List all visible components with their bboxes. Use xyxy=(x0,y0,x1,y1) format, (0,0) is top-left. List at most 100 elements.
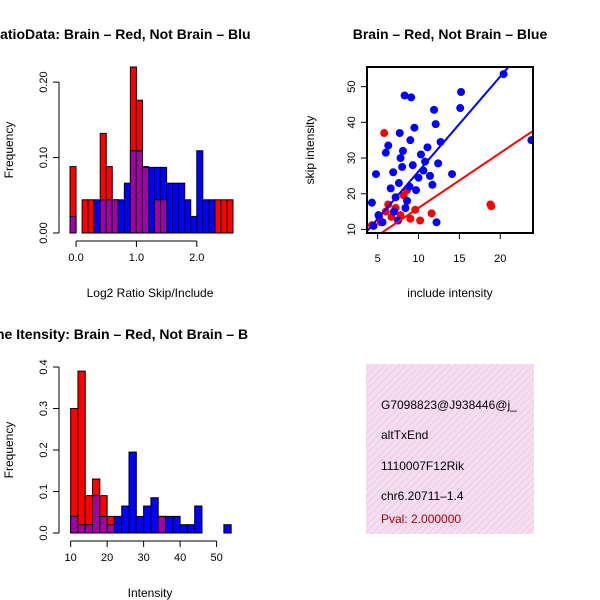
scatter-point-not-brain xyxy=(398,162,407,171)
scatter-point-brain xyxy=(427,209,436,218)
intensity-hist-y-tick-label: 0.3 xyxy=(38,401,50,416)
scatter-point-not-brain xyxy=(381,148,390,157)
ratio-hist-y-tick-label: 0.10 xyxy=(38,147,50,168)
scatter-point-not-brain xyxy=(367,198,376,207)
scatter-point-not-brain xyxy=(389,207,398,216)
scatter-point-not-brain xyxy=(410,123,419,132)
intensity-hist-bar xyxy=(128,451,137,534)
scatter-point-brain xyxy=(384,200,393,209)
ratio-hist-bar xyxy=(172,182,180,234)
intensity-histogram-title: ne Itensity: Brain – Red, Not Brain – B xyxy=(0,326,248,342)
scatter-frame xyxy=(366,66,534,234)
ratio-hist-bar xyxy=(117,199,125,234)
ratio-hist-overlap-bar xyxy=(69,215,77,234)
scatter-y-tick-label: 20 xyxy=(346,188,358,200)
scatter-point-brain xyxy=(380,129,389,138)
intensity-hist-overlap-bar xyxy=(106,524,115,534)
intensity-hist-y-tick-label: 0.4 xyxy=(38,359,50,374)
gene-name-text: 1110007F12Rik xyxy=(381,459,465,473)
scatter-point-not-brain xyxy=(386,184,395,193)
scatter-point-brain xyxy=(381,207,390,216)
intensity-hist-overlap-bar xyxy=(99,515,108,534)
scatter-point-not-brain xyxy=(398,146,407,155)
scatter-point-brain xyxy=(416,216,425,225)
ratio-hist-bar xyxy=(166,182,174,234)
scatter-x-tick-label: 15 xyxy=(453,253,465,265)
scatter-x-tick-label: 20 xyxy=(494,253,506,265)
scatter-point-not-brain xyxy=(374,211,383,220)
intensity-hist-overlap-bar xyxy=(77,524,86,534)
scatter-point-brain xyxy=(487,202,496,211)
intensity-hist-x-tick-label: 30 xyxy=(137,552,149,564)
intensity-hist-overlap-bar xyxy=(92,495,101,534)
intensity-scatter-xlabel: include intensity xyxy=(407,286,492,300)
intensity-hist-bar xyxy=(135,515,145,534)
info-panel: G7098823@J938446@j_ altTxEnd 1110007F12R… xyxy=(366,364,534,534)
scatter-point-not-brain xyxy=(400,91,409,100)
intensity-scatter-ylabel: skip intensity xyxy=(303,116,317,185)
intensity-hist-x-tick-label: 10 xyxy=(65,552,77,564)
scatter-point-not-brain xyxy=(396,154,405,163)
intensity-histogram-ylabel: Frequency xyxy=(2,422,16,479)
scatter-point-not-brain xyxy=(407,93,416,102)
ratio-hist-bar xyxy=(208,199,216,234)
scatter-point-not-brain xyxy=(430,105,439,114)
scatter-point-not-brain xyxy=(432,218,441,227)
scatter-point-not-brain xyxy=(408,161,417,170)
scatter-point-not-brain xyxy=(395,129,404,138)
ratio-hist-bar xyxy=(178,182,186,234)
scatter-point-not-brain xyxy=(527,136,533,145)
ratio-hist-bar xyxy=(196,150,204,234)
ratio-histogram-title: RatioData: Brain – Red, Not Brain – Blu xyxy=(0,26,251,42)
scatter-point-not-brain xyxy=(369,221,378,230)
ratio-hist-overlap-bar xyxy=(141,166,149,234)
intensity-hist-bar xyxy=(179,524,188,534)
ratio-hist-bar xyxy=(123,182,131,234)
intensity-histogram-xlabel: Intensity xyxy=(128,586,173,600)
scatter-point-not-brain xyxy=(423,143,432,152)
scatter-point-not-brain xyxy=(403,196,412,205)
pval-text: Pval: 2.000000 xyxy=(381,512,461,526)
ratio-hist-bar xyxy=(226,199,234,234)
intensity-hist-x-tick-label: 50 xyxy=(210,552,222,564)
ratio-hist-x-tick-label: 2.0 xyxy=(189,252,204,264)
ratio-hist-overlap-bar xyxy=(154,199,162,234)
ratio-hist-overlap-bar xyxy=(135,150,143,234)
scatter-point-not-brain xyxy=(401,204,410,213)
ratio-hist-overlap-bar xyxy=(129,150,137,234)
ratio-histogram-xlabel: Log2 Ratio Skip/Include xyxy=(87,286,214,300)
scatter-y-tick-label: 30 xyxy=(346,152,358,164)
scatter-plot-area xyxy=(367,67,533,233)
intensity-hist-bar xyxy=(186,524,196,534)
info-panel-background xyxy=(366,364,534,534)
ratio-hist-y-tick-label: 0.00 xyxy=(38,222,50,243)
intensity-hist-bar xyxy=(172,515,181,534)
ratio-hist-overlap-bar xyxy=(160,199,168,234)
intensity-hist-bar xyxy=(143,505,152,534)
intensity-hist-bar xyxy=(77,370,86,534)
intensity-scatter-title: Brain – Red, Not Brain – Blue xyxy=(353,26,548,42)
scatter-point-not-brain xyxy=(421,157,430,166)
ratio-hist-bar xyxy=(81,199,89,234)
scatter-point-not-brain xyxy=(412,186,421,195)
ratio-hist-overlap-bar xyxy=(105,199,113,234)
scatter-point-not-brain xyxy=(378,218,387,227)
intensity-hist-bar xyxy=(150,497,159,534)
probe-id-text: G7098823@J938446@j_ xyxy=(381,398,517,412)
intensity-hist-bar xyxy=(121,505,130,534)
intensity-hist-bar xyxy=(194,505,203,534)
scatter-point-not-brain xyxy=(456,104,465,113)
scatter-point-not-brain xyxy=(428,180,437,189)
intensity-hist-bar xyxy=(113,515,123,534)
intensity-hist-overlap-bar xyxy=(70,515,79,534)
scatter-point-brain xyxy=(406,214,415,223)
ratio-hist-bar xyxy=(184,199,192,234)
intensity-hist-x-tick-label: 20 xyxy=(101,552,113,564)
intensity-scatter: Brain – Red, Not Brain – Blue 5 10 15 20 10 2… xyxy=(303,26,547,300)
scatter-point-not-brain xyxy=(406,136,415,145)
scatter-point-not-brain xyxy=(389,168,398,177)
ratio-hist-x-tick-label: 1.0 xyxy=(129,252,144,264)
ratio-hist-bar xyxy=(214,199,222,234)
ratio-hist-bar xyxy=(87,199,95,234)
intensity-hist-y-tick-label: 0.1 xyxy=(38,484,50,499)
